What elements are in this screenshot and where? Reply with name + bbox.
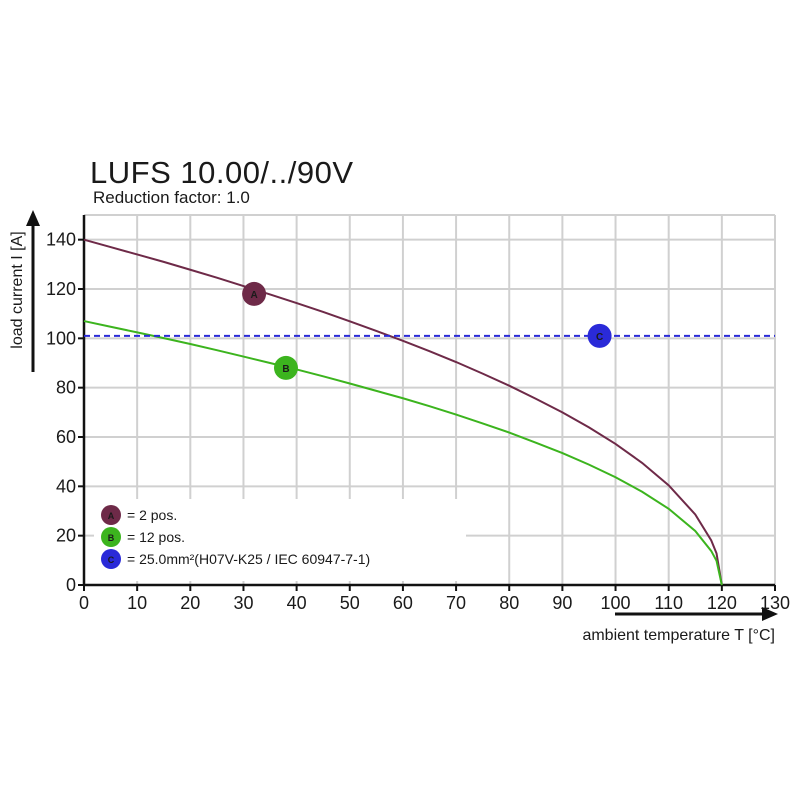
y-tick-label: 140 (46, 230, 76, 250)
x-arrow-head-icon (762, 607, 778, 621)
x-tick-label: 110 (654, 593, 683, 613)
legend-label-B: = 12 pos. (127, 529, 185, 545)
series-marker-letter: A (250, 290, 257, 301)
series-line-A (83, 238, 723, 586)
legend-marker-A (101, 505, 121, 525)
y-arrow-head-icon (26, 210, 40, 226)
x-axis-label: ambient temperature T [°C] (582, 627, 775, 644)
legend-background (94, 499, 466, 581)
x-tick-label: 80 (499, 593, 519, 613)
x-tick-label: 70 (446, 593, 466, 613)
x-tick-label: 10 (127, 593, 147, 613)
legend-marker-C (101, 549, 121, 569)
x-tick-label: 90 (552, 593, 572, 613)
y-axis-label: load current I [A] (9, 231, 26, 348)
chart-title: LUFS 10.00/../90V (90, 155, 354, 190)
legend-label-A: = 2 pos. (127, 507, 177, 523)
x-tick-label: 60 (393, 593, 413, 613)
x-tick-label: 120 (707, 593, 737, 613)
series-marker-A (242, 281, 267, 306)
x-tick-label: 100 (601, 593, 631, 613)
x-tick-label: 30 (233, 593, 253, 613)
series-marker-letter: B (282, 364, 289, 375)
y-tick-label: 120 (46, 279, 76, 299)
x-tick-label: 20 (180, 593, 200, 613)
y-tick-label: 0 (66, 575, 76, 595)
legend-marker-letter: A (108, 511, 115, 521)
y-tick-label: 100 (46, 328, 76, 348)
y-tick-label: 40 (56, 476, 76, 496)
series-marker-letter: C (596, 332, 603, 343)
y-tick-label: 60 (56, 427, 76, 447)
legend-marker-letter: B (108, 533, 115, 543)
series-marker-B (273, 355, 298, 380)
legend-marker-letter: C (108, 555, 115, 565)
series-line-B (83, 320, 723, 586)
x-tick-label: 130 (760, 593, 790, 613)
x-tick-label: 50 (340, 593, 360, 613)
y-tick-label: 80 (56, 378, 76, 398)
legend-label-C: = 25.0mm²(H07V-K25 / IEC 60947-7-1) (127, 551, 370, 567)
chart-subtitle: Reduction factor: 1.0 (93, 188, 250, 207)
x-tick-label: 40 (287, 593, 307, 613)
y-tick-label: 20 (56, 526, 76, 546)
series-marker-C (587, 323, 612, 348)
legend-marker-B (101, 527, 121, 547)
x-tick-label: 0 (79, 593, 89, 613)
